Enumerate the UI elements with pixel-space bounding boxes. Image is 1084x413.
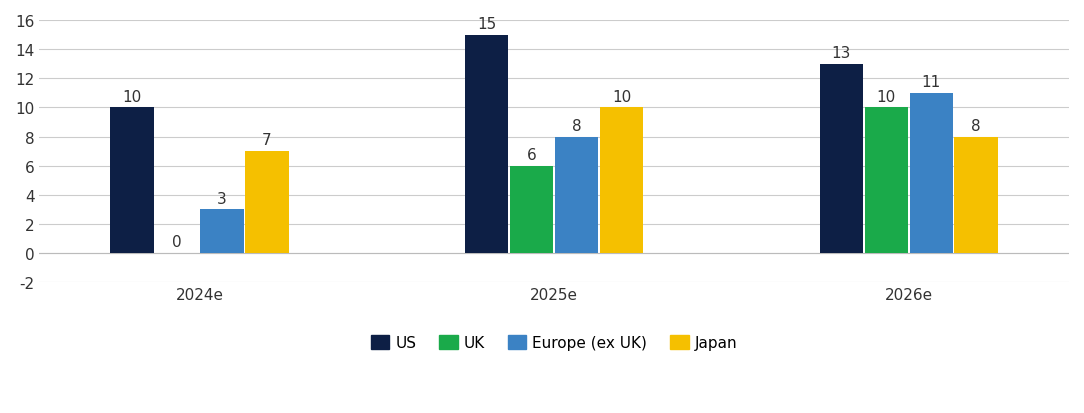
Legend: US, UK, Europe (ex UK), Japan: US, UK, Europe (ex UK), Japan <box>365 329 744 356</box>
Bar <box>909 94 953 254</box>
Bar <box>820 64 863 254</box>
Text: 10: 10 <box>122 90 142 104</box>
Text: 8: 8 <box>571 119 581 133</box>
Bar <box>865 108 908 254</box>
Bar <box>509 166 553 254</box>
Text: 11: 11 <box>921 75 941 90</box>
Text: 3: 3 <box>217 191 227 206</box>
Text: 10: 10 <box>877 90 895 104</box>
Bar <box>111 108 154 254</box>
Bar <box>599 108 643 254</box>
Text: 8: 8 <box>971 119 981 133</box>
Text: 6: 6 <box>527 147 537 163</box>
Bar <box>954 137 997 254</box>
Bar <box>245 152 288 254</box>
Text: 15: 15 <box>477 17 496 32</box>
Text: 0: 0 <box>172 235 182 250</box>
Bar <box>201 210 244 254</box>
Text: 7: 7 <box>262 133 272 148</box>
Bar <box>465 36 508 254</box>
Text: 10: 10 <box>611 90 631 104</box>
Text: 13: 13 <box>831 46 851 61</box>
Bar <box>555 137 598 254</box>
